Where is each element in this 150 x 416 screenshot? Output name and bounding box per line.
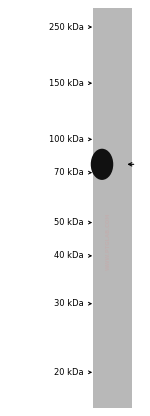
Text: WWW.PTGLAB.COM: WWW.PTGLAB.COM xyxy=(105,213,111,270)
Ellipse shape xyxy=(91,149,113,180)
Text: 70 kDa: 70 kDa xyxy=(54,168,84,177)
Text: 50 kDa: 50 kDa xyxy=(54,218,84,227)
Text: 20 kDa: 20 kDa xyxy=(54,368,84,377)
Text: 40 kDa: 40 kDa xyxy=(54,251,84,260)
Text: 150 kDa: 150 kDa xyxy=(49,79,84,88)
Text: 250 kDa: 250 kDa xyxy=(49,22,84,32)
FancyBboxPatch shape xyxy=(93,8,132,408)
Text: 30 kDa: 30 kDa xyxy=(54,299,84,308)
Text: 100 kDa: 100 kDa xyxy=(49,135,84,144)
